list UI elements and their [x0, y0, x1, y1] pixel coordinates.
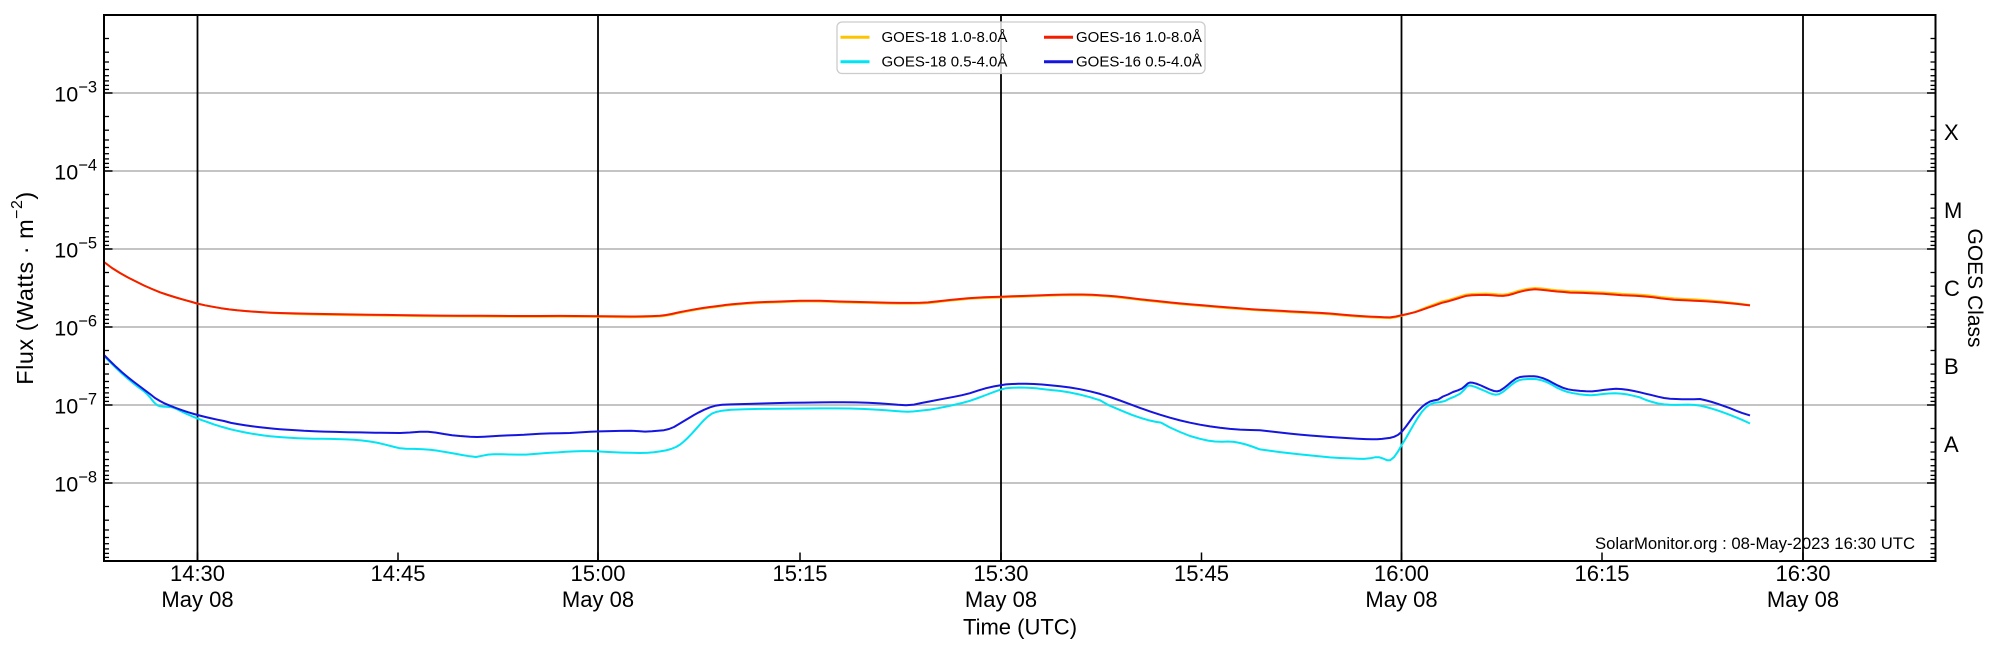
svg-text:GOES-18 1.0-8.0Å: GOES-18 1.0-8.0Å [882, 29, 1008, 46]
svg-text:X: X [1944, 120, 1959, 145]
svg-text:16:30: 16:30 [1775, 561, 1830, 586]
svg-text:10−3: 10−3 [54, 79, 97, 107]
svg-text:Time (UTC): Time (UTC) [963, 615, 1077, 640]
svg-text:14:45: 14:45 [370, 561, 425, 586]
svg-text:B: B [1944, 354, 1959, 379]
svg-text:A: A [1944, 432, 1959, 457]
svg-text:SolarMonitor.org : 08-May-2023: SolarMonitor.org : 08-May-2023 16:30 UTC [1595, 534, 1915, 553]
svg-text:Flux (Watts · m−2): Flux (Watts · m−2) [9, 191, 38, 384]
svg-text:15:45: 15:45 [1174, 561, 1229, 586]
svg-text:15:00: 15:00 [570, 561, 625, 586]
svg-text:14:30: 14:30 [170, 561, 225, 586]
svg-text:16:00: 16:00 [1374, 561, 1429, 586]
svg-text:GOES Class: GOES Class [1963, 228, 1986, 347]
svg-text:M: M [1944, 198, 1962, 223]
svg-text:GOES-16 1.0-8.0Å: GOES-16 1.0-8.0Å [1076, 29, 1202, 46]
svg-text:C: C [1944, 276, 1960, 301]
svg-text:May 08: May 08 [1365, 587, 1437, 612]
svg-text:15:30: 15:30 [973, 561, 1028, 586]
svg-text:May 08: May 08 [965, 587, 1037, 612]
svg-text:May 08: May 08 [562, 587, 634, 612]
svg-text:15:15: 15:15 [772, 561, 827, 586]
svg-text:May 08: May 08 [1767, 587, 1839, 612]
svg-text:GOES-18 0.5-4.0Å: GOES-18 0.5-4.0Å [882, 54, 1008, 71]
svg-text:May 08: May 08 [161, 587, 233, 612]
svg-text:16:15: 16:15 [1574, 561, 1629, 586]
svg-text:GOES-16 0.5-4.0Å: GOES-16 0.5-4.0Å [1076, 54, 1202, 71]
